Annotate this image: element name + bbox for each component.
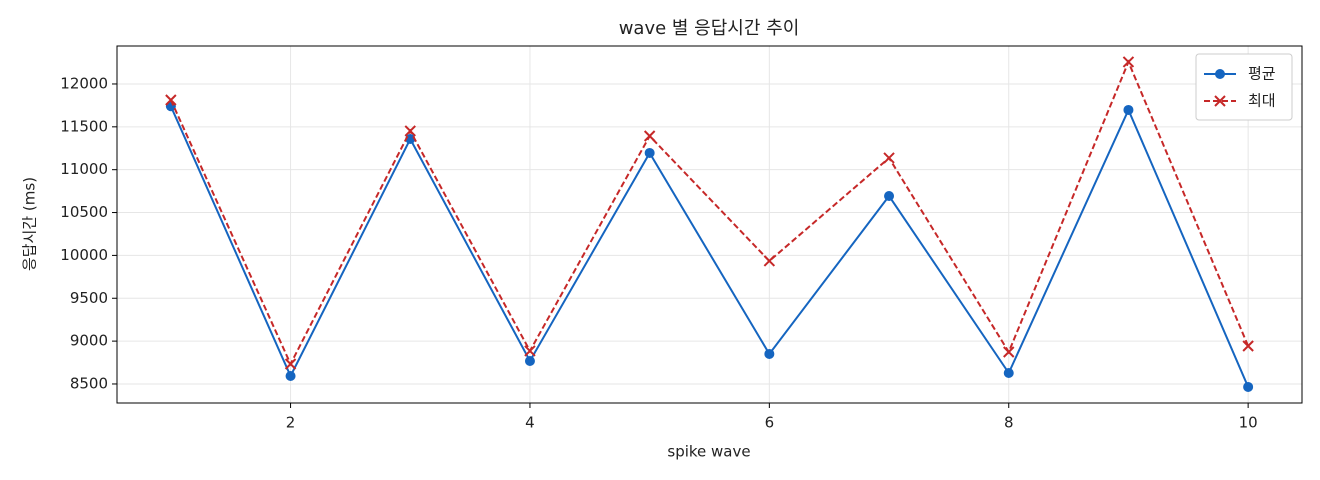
x-tick-label: 2	[286, 414, 296, 432]
point	[1122, 56, 1135, 68]
legend-label: 최대	[1248, 92, 1276, 110]
y-tick-label: 11500	[60, 117, 108, 135]
point	[1003, 346, 1015, 358]
point	[524, 356, 535, 366]
x-tick-label: 8	[1004, 414, 1014, 432]
y-tick-label: 8500	[70, 374, 108, 392]
x-axis-label: spike wave	[667, 443, 750, 461]
legend-label: 평균	[1248, 65, 1276, 83]
y-tick-label: 11000	[60, 160, 108, 178]
y-tick-label: 12000	[60, 74, 108, 92]
point	[524, 345, 536, 357]
plot-frame	[116, 45, 1303, 404]
point	[1003, 368, 1014, 378]
x-tick-label: 6	[765, 414, 775, 432]
y-tick-label: 10000	[60, 246, 108, 264]
legend-marker	[1215, 69, 1225, 79]
point	[883, 152, 895, 164]
point	[884, 191, 895, 201]
point	[643, 130, 656, 142]
point	[284, 358, 297, 370]
point	[165, 94, 177, 106]
point	[285, 371, 296, 381]
y-tick-label: 9000	[70, 332, 108, 350]
point	[1123, 104, 1134, 115]
chart-title: wave 별 응답시간 추이	[619, 18, 800, 39]
point	[764, 348, 775, 359]
y-tick-label: 10500	[60, 203, 108, 221]
point	[404, 125, 416, 137]
point	[644, 147, 655, 158]
series-line	[169, 105, 1250, 388]
point	[763, 255, 776, 267]
x-tick-label: 10	[1239, 414, 1258, 432]
x-tick-label: 4	[525, 414, 535, 432]
y-axis-label: 응답시간 (ms)	[21, 177, 39, 271]
point	[1242, 340, 1254, 352]
legend-marker	[1214, 95, 1226, 107]
series-line	[169, 59, 1250, 367]
y-tick-label: 9500	[70, 289, 108, 307]
legend-box	[1195, 53, 1293, 121]
point	[1243, 381, 1254, 392]
